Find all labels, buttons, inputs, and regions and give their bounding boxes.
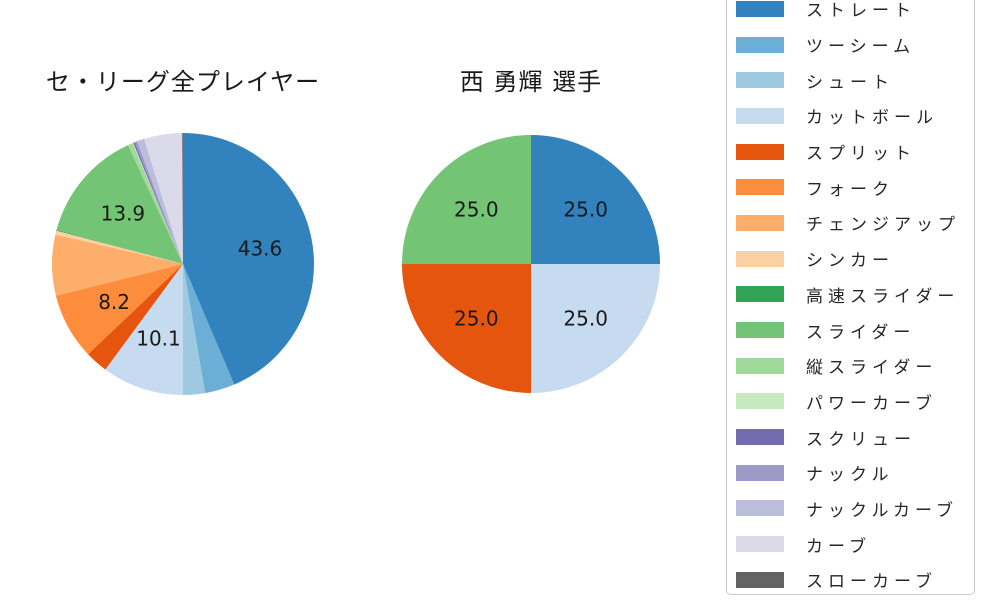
legend-color-swatch (736, 107, 784, 124)
legend-item-label: スクリュー (806, 429, 916, 450)
pie-slice (183, 133, 314, 385)
pie-slice (55, 264, 183, 355)
legend-item: カットボール (736, 98, 974, 134)
legend-item-label: ストレート (806, 1, 916, 22)
legend-item: スライダー (736, 312, 974, 348)
pie-slice (531, 135, 660, 264)
pie-slice (183, 264, 206, 395)
legend-item: 縦スライダー (736, 348, 974, 384)
legend-item: ナックル (736, 455, 974, 491)
legend-item-label: カーブ (806, 536, 871, 557)
pie-value-label: 25.0 (454, 197, 499, 221)
legend-item-label: パワーカーブ (806, 393, 937, 414)
legend-color-swatch (736, 500, 784, 517)
legend-item-label: 縦スライダー (806, 358, 938, 379)
pie-slice (56, 145, 183, 264)
legend-item-label: シュート (806, 72, 894, 93)
legend-item: フォーク (736, 169, 974, 205)
pie-slice (183, 264, 235, 394)
legend-color-swatch (736, 286, 784, 303)
legend-item: シンカー (736, 241, 974, 277)
legend-color-swatch (736, 322, 784, 339)
legend-item: スクリュー (736, 419, 974, 455)
pie-slice (56, 229, 183, 264)
chart-title-league: セ・リーグ全プレイヤー (45, 68, 321, 96)
pie-value-label: 13.9 (101, 201, 146, 225)
pie-value-label: 43.6 (238, 236, 283, 260)
legend-color-swatch (736, 429, 784, 446)
pie-league: 43.6 10.18.2 13.9 (51, 132, 314, 395)
legend-item: カーブ (736, 526, 974, 562)
legend-item-label: 高速スライダー (806, 286, 960, 307)
legend-item-label: チェンジアップ (806, 215, 960, 236)
chart-title-player: 西 勇輝 選手 (459, 68, 603, 96)
pie-slice (402, 264, 531, 393)
pie-slice (531, 264, 660, 393)
legend-color-swatch (736, 0, 784, 17)
legend-color-swatch (736, 571, 784, 588)
pie-value-label: 10.1 (136, 327, 181, 351)
legend-color-swatch (736, 72, 784, 89)
legend-item: ストレート (736, 0, 974, 27)
legend-item: ツーシーム (736, 27, 974, 63)
legend-item: スプリット (736, 134, 974, 170)
legend-item-label: フォーク (806, 179, 894, 200)
legend-item: チェンジアップ (736, 205, 974, 241)
legend-item-label: シンカー (806, 251, 894, 272)
pie-value-label: 8.2 (98, 290, 130, 314)
legend-item-label: ナックルカーブ (806, 500, 958, 521)
legend-item: 高速スライダー (736, 277, 974, 313)
pie-value-label: 25.0 (563, 307, 608, 331)
legend-color-swatch (736, 536, 784, 553)
legend-color-swatch (736, 357, 784, 374)
legend-color-swatch (736, 36, 784, 53)
legend-item-label: スプリット (806, 144, 916, 165)
legend-item: パワーカーブ (736, 384, 974, 420)
pie-value-label: 25.0 (563, 197, 608, 221)
legend-item: シュート (736, 62, 974, 98)
legend-color-swatch (736, 179, 784, 196)
pie-slice (137, 138, 183, 264)
legend-item-label: ナックル (806, 465, 894, 486)
pie-slice (88, 264, 183, 370)
legend-item-label: スライダー (806, 322, 916, 343)
pie-slice (105, 264, 183, 395)
legend-item: スローカーブ (736, 562, 974, 598)
legend-color-swatch (736, 464, 784, 481)
pie-value-label: 25.0 (454, 307, 499, 331)
pie-slice (132, 142, 183, 264)
pie-slice (127, 143, 183, 264)
pie-slice (144, 133, 183, 264)
pie-slice (182, 132, 183, 264)
legend: ストレートツーシームシュートカットボール スプリットフォークチェンジアップ シンカー… (726, 0, 975, 595)
legend-item-label: スローカーブ (806, 572, 937, 593)
legend-item-label: カットボール (806, 108, 938, 129)
legend-color-swatch (736, 393, 784, 410)
legend-color-swatch (736, 143, 784, 160)
pie-slice (133, 142, 183, 264)
pie-player: 25.0 25.0 25.0 25.0 (402, 135, 660, 393)
pie-slice (55, 230, 184, 264)
legend-color-swatch (736, 250, 784, 267)
pie-slice (402, 135, 531, 264)
pie-slice (51, 234, 184, 296)
legend-item-label: ツーシーム (806, 37, 916, 58)
legend-color-swatch (736, 214, 784, 231)
legend-item: ナックルカーブ (736, 491, 974, 527)
pie-slice (134, 141, 183, 264)
